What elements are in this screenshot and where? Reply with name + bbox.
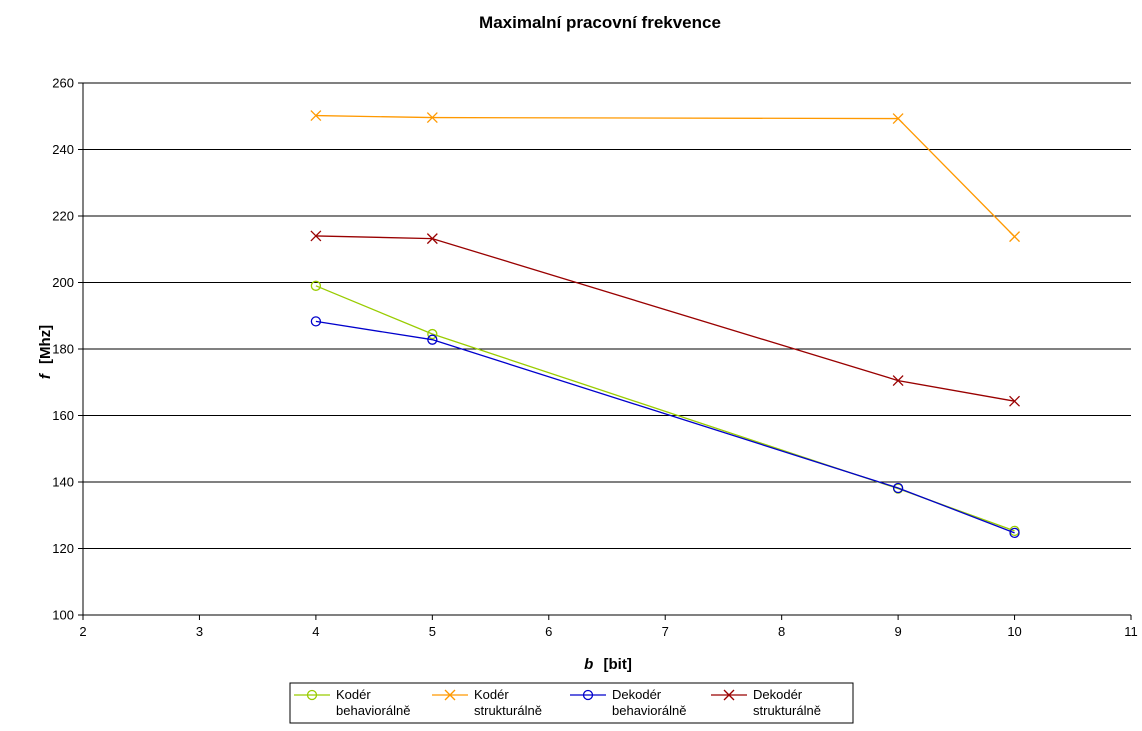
x-tick-label-8: 10: [1007, 624, 1021, 639]
series-0-point-0: [310, 280, 322, 291]
legend-marker-2: [582, 689, 594, 701]
grid: [83, 82, 1131, 549]
y-tick-label-4: 180: [52, 342, 74, 357]
series-2-point-1: [427, 334, 438, 345]
series-1-point-1: [426, 112, 438, 124]
series-0-line: [315, 285, 1015, 532]
x-axis-unit: [bit]: [604, 656, 632, 673]
legend-label-1-1: strukturálně: [474, 703, 542, 718]
series-3-point-1-stroke-b: [426, 233, 438, 245]
legend-label-2-1: behaviorálně: [612, 703, 686, 718]
series-3-point-1: [426, 233, 438, 245]
series-2-point-0: [310, 316, 322, 327]
y-axis-unit: [Mhz]: [37, 325, 54, 364]
x-tick-label-6: 8: [778, 624, 785, 639]
x-axis-title: b [bit]: [584, 656, 632, 673]
series-1-point-3: [1009, 231, 1021, 243]
series-2: [310, 316, 1020, 539]
y-tick-label-3: 160: [52, 408, 74, 423]
legend-marker-3: [723, 689, 735, 701]
legend-box: [289, 682, 854, 724]
series-3-point-3-stroke-b: [1009, 395, 1021, 407]
y-tick-label-2: 140: [52, 475, 74, 490]
series-1-point-1-stroke-b: [426, 112, 438, 124]
y-axis-title: f [Mhz]: [37, 325, 54, 379]
y-tick-label-6: 220: [52, 209, 74, 224]
series-1-point-3-stroke-b: [1009, 231, 1021, 243]
x-axis-symbol: b: [584, 656, 593, 673]
series-3-line: [315, 235, 1015, 402]
series-layer: [310, 110, 1021, 539]
legend-label-0-1: behaviorálně: [336, 703, 410, 718]
legend-marker-3-stroke-b: [723, 689, 735, 701]
series-1: [310, 110, 1021, 243]
y-axis-symbol: f: [37, 372, 54, 379]
x-tick-label-3: 5: [429, 624, 436, 639]
series-1-point-0: [310, 110, 322, 122]
legend-marker-1-stroke-b: [444, 689, 456, 701]
series-3-point-2: [892, 375, 904, 387]
series-0-point-1: [427, 328, 438, 340]
series-1-line: [315, 114, 1016, 238]
series-3-point-2-stroke-b: [892, 375, 904, 387]
legend-marker-1: [444, 689, 456, 701]
x-tick-label-0: 2: [79, 624, 86, 639]
y-tick-label-0: 100: [52, 608, 74, 623]
series-1-point-2: [892, 113, 904, 125]
y-tick-label-7: 240: [52, 142, 74, 157]
chart-title: Maximalní pracovní frekvence: [479, 13, 721, 32]
legend-label-0-0: Kodér: [336, 687, 371, 702]
x-tick-label-5: 7: [662, 624, 669, 639]
y-tick-label-1: 120: [52, 541, 74, 556]
x-tick-label-9: 11: [1124, 624, 1138, 639]
legend-label-1-0: Kodér: [474, 687, 509, 702]
legend: KodérbehaviorálněKodérstrukturálněDekodé…: [289, 682, 854, 724]
y-tick-label-5: 200: [52, 275, 74, 290]
series-3-point-0: [310, 230, 322, 242]
legend-label-2-0: Dekodér: [612, 687, 662, 702]
x-tick-label-4: 6: [545, 624, 552, 639]
x-tick-label-1: 3: [196, 624, 203, 639]
series-3-point-0-stroke-b: [310, 230, 322, 242]
axes: 100 120 140 160 180 200 220 240 260 2 3 4 5 6 7 8 9 10 11: [52, 76, 1137, 640]
series-3-point-3: [1009, 395, 1021, 407]
legend-label-3-0: Dekodér: [753, 687, 803, 702]
series-2-point-2: [892, 482, 904, 494]
x-tick-label-7: 9: [894, 624, 901, 639]
series-0: [310, 280, 1020, 537]
series-2-line: [315, 320, 1015, 534]
series-3: [310, 230, 1021, 407]
x-tick-label-2: 4: [312, 624, 319, 639]
series-2-point-3: [1009, 527, 1020, 539]
legend-label-3-1: strukturálně: [753, 703, 821, 718]
series-1-point-2-stroke-b: [892, 113, 904, 125]
y-tick-label-8: 260: [52, 76, 74, 91]
series-1-point-0-stroke-b: [310, 110, 322, 122]
legend-marker-0: [306, 689, 318, 701]
